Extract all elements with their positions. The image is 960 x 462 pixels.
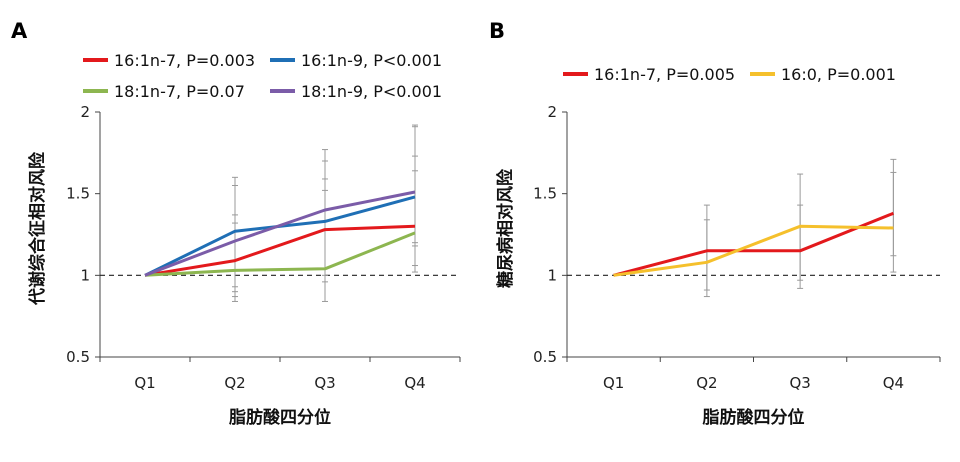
c1-x-tick-label-2: Q3 [789, 374, 810, 392]
c0-series-line-2 [144, 231, 416, 277]
c1-y-tick-label-0: 0.5 [533, 348, 557, 366]
chart-b-svg: B 16:1n-7, P=0.005 16:0, P=0.001 0.5 1 1.5 2 Q1… [489, 19, 941, 428]
c0-series-line-1 [144, 195, 416, 277]
c0-y-axis-label: 代谢综合征相对风险 [27, 151, 48, 306]
c0-y-tick-label-2: 1.5 [66, 185, 90, 203]
c1-y-tick-label-1: 1 [547, 266, 557, 284]
c0-y-tick-label-3: 2 [80, 103, 90, 121]
c0-x-tick-label-2: Q3 [314, 374, 335, 392]
chart-panel-a: A 16:1n-7, P=0.003 16:1n-9, P<0.001 18:1n-7… [0, 0, 470, 462]
c1-series-line-0 [613, 211, 894, 277]
c1-y-axis-label: 糖尿病相对风险 [495, 168, 516, 288]
c1-x-tick-label-3: Q4 [883, 374, 904, 392]
c1-x-axis-label: 脂肪酸四分位 [703, 407, 805, 428]
c0-legend-label-3: 18:1n-9, P<0.001 [301, 82, 442, 101]
c0-x-tick-label-1: Q2 [224, 374, 245, 392]
c0-legend-label-0: 16:1n-7, P=0.003 [114, 51, 255, 70]
c1-series-line-1 [613, 224, 894, 277]
c0-legend-label-1: 16:1n-9, P<0.001 [301, 51, 442, 70]
c1-y-tick-label-3: 2 [547, 103, 557, 121]
chart-a-svg: A 16:1n-7, P=0.003 16:1n-9, P<0.001 18:1n-7… [11, 19, 461, 428]
c0-x-tick-label-3: Q4 [404, 374, 425, 392]
c1-x-tick-label-0: Q1 [603, 374, 624, 392]
c0-y-tick-label-0: 0.5 [66, 348, 90, 366]
c0-x-axis-label: 脂肪酸四分位 [229, 407, 331, 428]
c1-y-tick-label-2: 1.5 [533, 185, 557, 203]
c0-series-line-0 [144, 224, 416, 277]
c0-x-tick-label-0: Q1 [134, 374, 155, 392]
c0-series-line-3 [144, 190, 416, 277]
c0-y-tick-label-1: 1 [80, 266, 90, 284]
c1-legend-label-1: 16:0, P=0.001 [781, 65, 896, 84]
c1-x-tick-label-1: Q2 [696, 374, 717, 392]
chart-panel-b: B 16:1n-7, P=0.005 16:0, P=0.001 0.5 1 1.5 2 Q1… [470, 0, 960, 462]
c1-panel-letter: B [489, 19, 505, 43]
c0-legend-label-2: 18:1n-7, P=0.07 [114, 82, 245, 101]
c1-legend-label-0: 16:1n-7, P=0.005 [594, 65, 735, 84]
c0-panel-letter: A [11, 19, 28, 43]
